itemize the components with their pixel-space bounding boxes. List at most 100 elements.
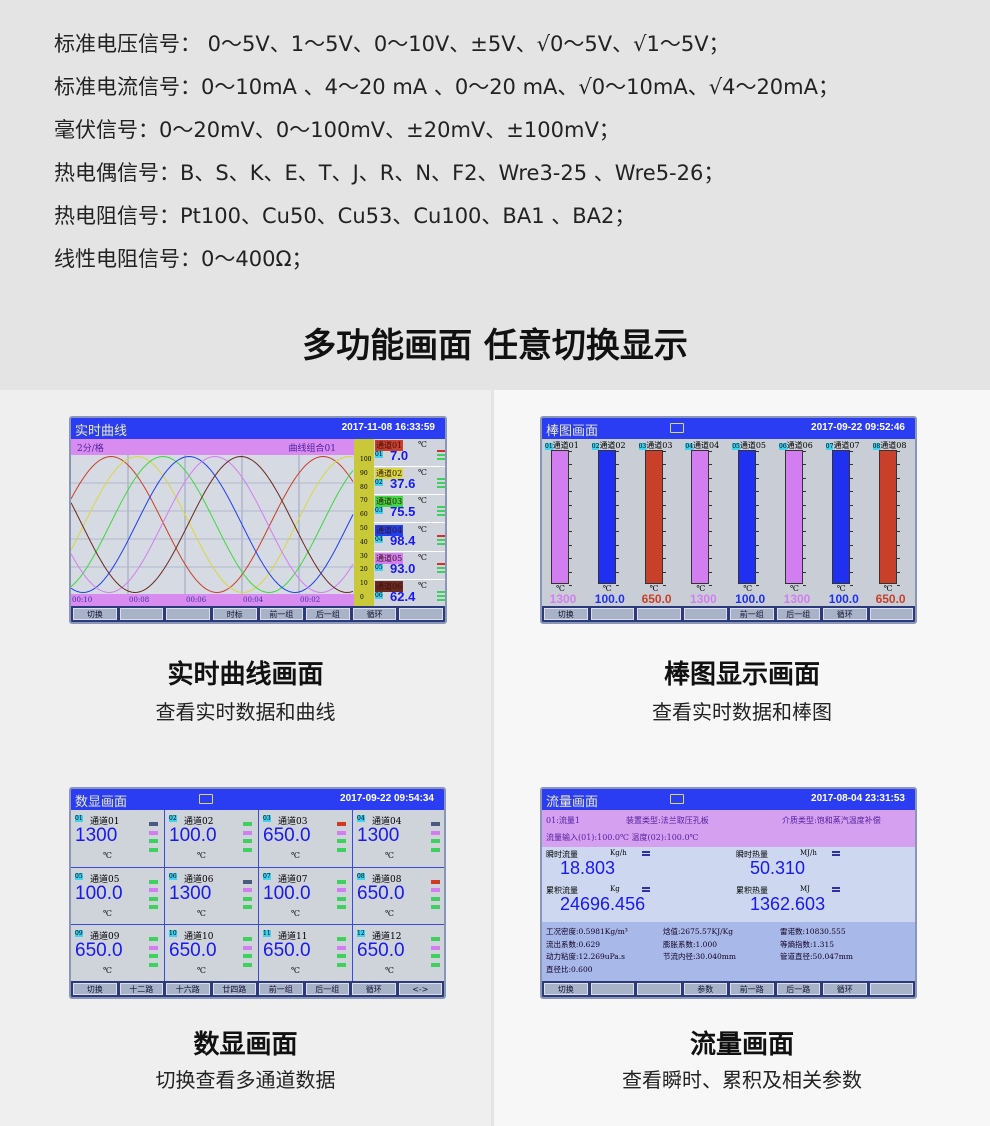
softkey-1[interactable]: 切换 [544, 983, 588, 995]
softkey-4[interactable]: 廿四路 [212, 983, 256, 995]
softkey-6[interactable]: 后一组 [305, 983, 349, 995]
unit: ℃ [385, 908, 394, 918]
bar-fill [738, 450, 757, 584]
channel-name: 通道11 [278, 932, 308, 942]
unit: ℃ [556, 584, 565, 593]
bar-tick [569, 491, 572, 493]
channel-cell: 12 通道12 650.0 ℃ [353, 925, 444, 983]
bar-tick [615, 504, 619, 506]
flow-channel: 01:流量1 [546, 816, 580, 825]
softkey-3[interactable] [637, 608, 681, 620]
softkey-5[interactable]: 前一路 [730, 983, 774, 995]
softkey-4[interactable]: 参数 [683, 983, 727, 995]
softkey-7[interactable]: 循环 [823, 608, 867, 620]
softkey-2[interactable] [590, 983, 634, 995]
screen-title: 棒图画面 [546, 424, 599, 439]
bar-tick [896, 477, 900, 479]
reading-unit: MJ [800, 885, 810, 893]
unit: ℃ [291, 908, 300, 918]
bar-tick [756, 585, 760, 586]
bar-tick [849, 451, 853, 452]
bar-tick [569, 558, 572, 560]
time-tick: 00:02 [300, 596, 321, 604]
softkey-7[interactable]: 循环 [352, 983, 396, 995]
channel-name: 通道04 [693, 441, 720, 450]
flow-param: 焓值:2675.57KJ/Kg [663, 927, 734, 936]
bar-tick [756, 531, 760, 533]
softkey-1[interactable]: 切换 [544, 608, 588, 620]
bar-value: 1300 [549, 592, 577, 606]
alarm-indicator [431, 822, 440, 826]
bar-tick [569, 451, 572, 452]
flow-param: 管道直径:50.047mm [780, 952, 853, 961]
softkey-6[interactable]: 后一组 [776, 608, 820, 620]
alarm-indicator [149, 905, 158, 909]
spec-current: 标准电流信号：0～10mA 、4～20 mA 、0～20 mA、√0～10mA、… [54, 75, 839, 99]
softkey-3[interactable] [166, 608, 210, 620]
softkey-2[interactable] [590, 608, 634, 620]
channel-name: 通道06 [375, 581, 404, 592]
alarm-indicator [243, 937, 252, 941]
softkey-1[interactable]: 切换 [73, 608, 117, 620]
channel-row: 通道04 ℃ 04 98.4 [374, 524, 445, 552]
softkey-2[interactable] [119, 608, 164, 620]
softkey-1[interactable]: 切换 [73, 983, 117, 995]
y-tick: 10 [360, 580, 368, 588]
softkey-8[interactable] [869, 608, 913, 620]
equals-icon [832, 851, 840, 856]
softkey-6[interactable]: 后一组 [306, 608, 350, 620]
alarm-indicator [437, 538, 445, 541]
softkey-3[interactable]: 十六路 [166, 983, 210, 995]
softkey-4[interactable]: 时标 [212, 608, 257, 620]
y-tick: 60 [360, 511, 368, 519]
reading-label: 瞬时热量 [736, 850, 768, 859]
flow-param: 直径比:0.600 [546, 964, 593, 974]
reading-value: 50.310 [750, 858, 806, 878]
softkey-3[interactable] [637, 983, 681, 995]
bar-tick [615, 571, 619, 573]
bar-tick [615, 585, 619, 586]
bar-tick [896, 464, 900, 466]
softkey-4[interactable] [683, 608, 727, 620]
alarm-indicator [243, 847, 252, 852]
bar-tick [709, 518, 713, 519]
channel-number: 08 [872, 443, 881, 450]
channel-row: 通道05 ℃ 05 93.0 [374, 552, 445, 580]
channel-name: 通道01 [90, 817, 120, 827]
channel-value: 100.0 [263, 882, 311, 904]
softkey-5[interactable]: 前一组 [259, 608, 304, 620]
bar-channel-label: 07通道07 [825, 440, 860, 451]
time-tick: 00:10 [72, 596, 93, 604]
bar-fill [644, 450, 663, 584]
bar-tick [615, 531, 619, 533]
softkey-6[interactable]: 后一路 [776, 983, 820, 995]
channel-value: 650.0 [263, 940, 311, 961]
channel-value: 98.4 [390, 532, 416, 548]
bar-tick [615, 477, 619, 479]
softkey-5[interactable]: 前一组 [730, 608, 774, 620]
bar-tick [803, 504, 806, 506]
bar-tick [896, 504, 900, 506]
bar-tick [662, 531, 666, 533]
alarm-indicator [431, 905, 440, 909]
alarm-indicator [243, 954, 252, 958]
spec-voltage: 标准电压信号： 0～5V、1～5V、0～10V、±5V、√0～5V、√1～5V； [54, 32, 730, 56]
time-tick: 00:06 [186, 596, 207, 604]
alarm-indicator [337, 954, 346, 958]
channel-value: 1300 [75, 825, 118, 846]
channel-cell: 08 通道08 650.0 ℃ [353, 867, 444, 925]
softkey-7[interactable]: 循环 [352, 608, 397, 620]
bar-fill [785, 450, 803, 584]
alarm-indicator [149, 945, 158, 950]
softkey-8[interactable] [869, 983, 913, 995]
bar-tick [569, 477, 572, 479]
softkey-7[interactable]: 循环 [823, 983, 867, 995]
softkey-2[interactable]: 十二路 [119, 983, 163, 995]
softkey-5[interactable]: 前一组 [259, 983, 303, 995]
softkey-8[interactable] [399, 608, 443, 620]
channel-name: 通道08 [372, 874, 402, 885]
screen-datetime: 2017-09-22 09:54:34 [340, 793, 434, 804]
softkey-8[interactable]: <-> [398, 983, 442, 995]
channel-cell: 10 通道10 650.0 ℃ [165, 925, 259, 983]
channel-cell: 02 通道02 100.0 ℃ [165, 810, 259, 868]
